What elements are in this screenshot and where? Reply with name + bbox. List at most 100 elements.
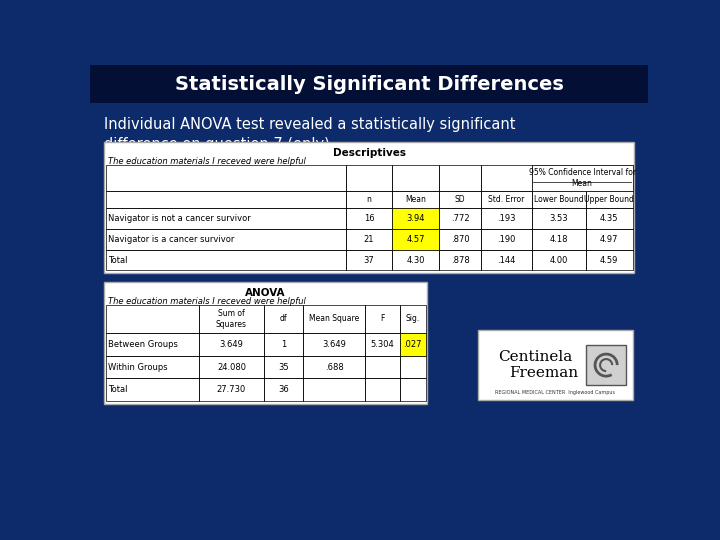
Text: 16: 16 bbox=[364, 214, 374, 223]
Bar bbox=[346, 165, 392, 191]
Bar bbox=[586, 229, 632, 249]
Text: 3.94: 3.94 bbox=[406, 214, 425, 223]
Bar bbox=[106, 191, 346, 208]
Bar bbox=[438, 208, 482, 229]
Text: Lower Bound: Lower Bound bbox=[534, 195, 584, 204]
Text: The education materials I receved were helpful: The education materials I receved were h… bbox=[108, 157, 306, 166]
Bar bbox=[264, 356, 303, 379]
Bar bbox=[400, 333, 426, 356]
Text: Individual ANOVA test revealed a statistically significant
difference on questio: Individual ANOVA test revealed a statist… bbox=[104, 117, 516, 152]
Bar bbox=[586, 345, 626, 385]
Text: 36: 36 bbox=[279, 386, 289, 394]
Bar bbox=[264, 333, 303, 356]
Bar bbox=[106, 305, 199, 333]
Text: 4.18: 4.18 bbox=[549, 235, 568, 244]
Text: 4.35: 4.35 bbox=[600, 214, 618, 223]
Bar bbox=[392, 249, 438, 271]
Bar bbox=[346, 229, 392, 249]
Text: ANOVA: ANOVA bbox=[246, 288, 286, 298]
Text: 3.53: 3.53 bbox=[549, 214, 568, 223]
Text: The education materials I receved were helpful: The education materials I receved were h… bbox=[108, 298, 306, 306]
Bar bbox=[482, 208, 532, 229]
Bar bbox=[346, 249, 392, 271]
Text: REGIONAL MEDICAL CENTER  Inglewood Campus: REGIONAL MEDICAL CENTER Inglewood Campus bbox=[495, 390, 615, 395]
Bar bbox=[365, 305, 400, 333]
Text: 4.00: 4.00 bbox=[549, 255, 568, 265]
Bar bbox=[400, 333, 426, 356]
Text: .193: .193 bbox=[498, 214, 516, 223]
Bar bbox=[90, 65, 648, 103]
Bar bbox=[482, 191, 532, 208]
Bar bbox=[346, 191, 392, 208]
Bar bbox=[199, 356, 264, 379]
Text: 21: 21 bbox=[364, 235, 374, 244]
Bar bbox=[104, 282, 427, 403]
Bar bbox=[532, 191, 586, 208]
Bar bbox=[106, 165, 346, 191]
Bar bbox=[264, 379, 303, 401]
Bar bbox=[303, 305, 365, 333]
Bar bbox=[586, 165, 632, 191]
Bar bbox=[106, 356, 199, 379]
Bar bbox=[199, 305, 264, 333]
Bar bbox=[365, 333, 400, 356]
Bar bbox=[392, 191, 438, 208]
Bar bbox=[303, 379, 365, 401]
Text: Descriptives: Descriptives bbox=[333, 148, 405, 158]
Bar bbox=[106, 379, 199, 401]
Bar bbox=[392, 165, 438, 191]
Bar bbox=[400, 305, 426, 333]
Text: n: n bbox=[366, 195, 372, 204]
Text: Between Groups: Between Groups bbox=[108, 340, 178, 349]
Text: df: df bbox=[280, 314, 287, 323]
Bar bbox=[199, 333, 264, 356]
Bar bbox=[392, 229, 438, 249]
Text: Std. Error: Std. Error bbox=[488, 195, 525, 204]
Bar bbox=[346, 208, 392, 229]
Text: Mean: Mean bbox=[405, 195, 426, 204]
Bar bbox=[392, 229, 438, 249]
Bar bbox=[482, 229, 532, 249]
Text: 4.57: 4.57 bbox=[406, 235, 425, 244]
Text: .190: .190 bbox=[498, 235, 516, 244]
Text: 4.30: 4.30 bbox=[406, 255, 425, 265]
Bar bbox=[106, 208, 346, 229]
Bar bbox=[586, 249, 632, 271]
Text: 5.304: 5.304 bbox=[371, 340, 395, 349]
Text: Sig.: Sig. bbox=[405, 314, 420, 323]
Text: Upper Bound: Upper Bound bbox=[585, 195, 634, 204]
Text: SD: SD bbox=[455, 195, 465, 204]
Text: Freeman: Freeman bbox=[509, 366, 578, 380]
Text: .688: .688 bbox=[325, 362, 343, 372]
Text: Statistically Significant Differences: Statistically Significant Differences bbox=[174, 75, 564, 93]
Bar bbox=[586, 191, 632, 208]
Text: Navigator is a cancer survivor: Navigator is a cancer survivor bbox=[108, 235, 234, 244]
Text: 95% Confidence Interval for
Mean: 95% Confidence Interval for Mean bbox=[528, 168, 636, 188]
Bar bbox=[532, 208, 586, 229]
Bar bbox=[438, 165, 482, 191]
Text: 3.649: 3.649 bbox=[322, 340, 346, 349]
Bar bbox=[477, 330, 632, 400]
Bar bbox=[365, 356, 400, 379]
Text: 3.649: 3.649 bbox=[220, 340, 243, 349]
Text: Total: Total bbox=[108, 386, 127, 394]
Text: 27.730: 27.730 bbox=[217, 386, 246, 394]
Bar bbox=[400, 379, 426, 401]
Bar bbox=[264, 305, 303, 333]
Text: Sum of
Squares: Sum of Squares bbox=[216, 309, 247, 329]
Bar bbox=[303, 333, 365, 356]
Bar bbox=[438, 191, 482, 208]
Bar bbox=[532, 229, 586, 249]
Bar bbox=[400, 356, 426, 379]
Bar bbox=[106, 249, 346, 271]
Text: Total: Total bbox=[108, 255, 127, 265]
Text: Centinela: Centinela bbox=[498, 350, 572, 365]
Bar bbox=[438, 249, 482, 271]
Text: Mean Square: Mean Square bbox=[309, 314, 359, 323]
Text: Within Groups: Within Groups bbox=[108, 362, 168, 372]
Text: 1: 1 bbox=[281, 340, 287, 349]
Bar bbox=[392, 208, 438, 229]
Text: .772: .772 bbox=[451, 214, 469, 223]
Text: 4.97: 4.97 bbox=[600, 235, 618, 244]
Text: .144: .144 bbox=[498, 255, 516, 265]
